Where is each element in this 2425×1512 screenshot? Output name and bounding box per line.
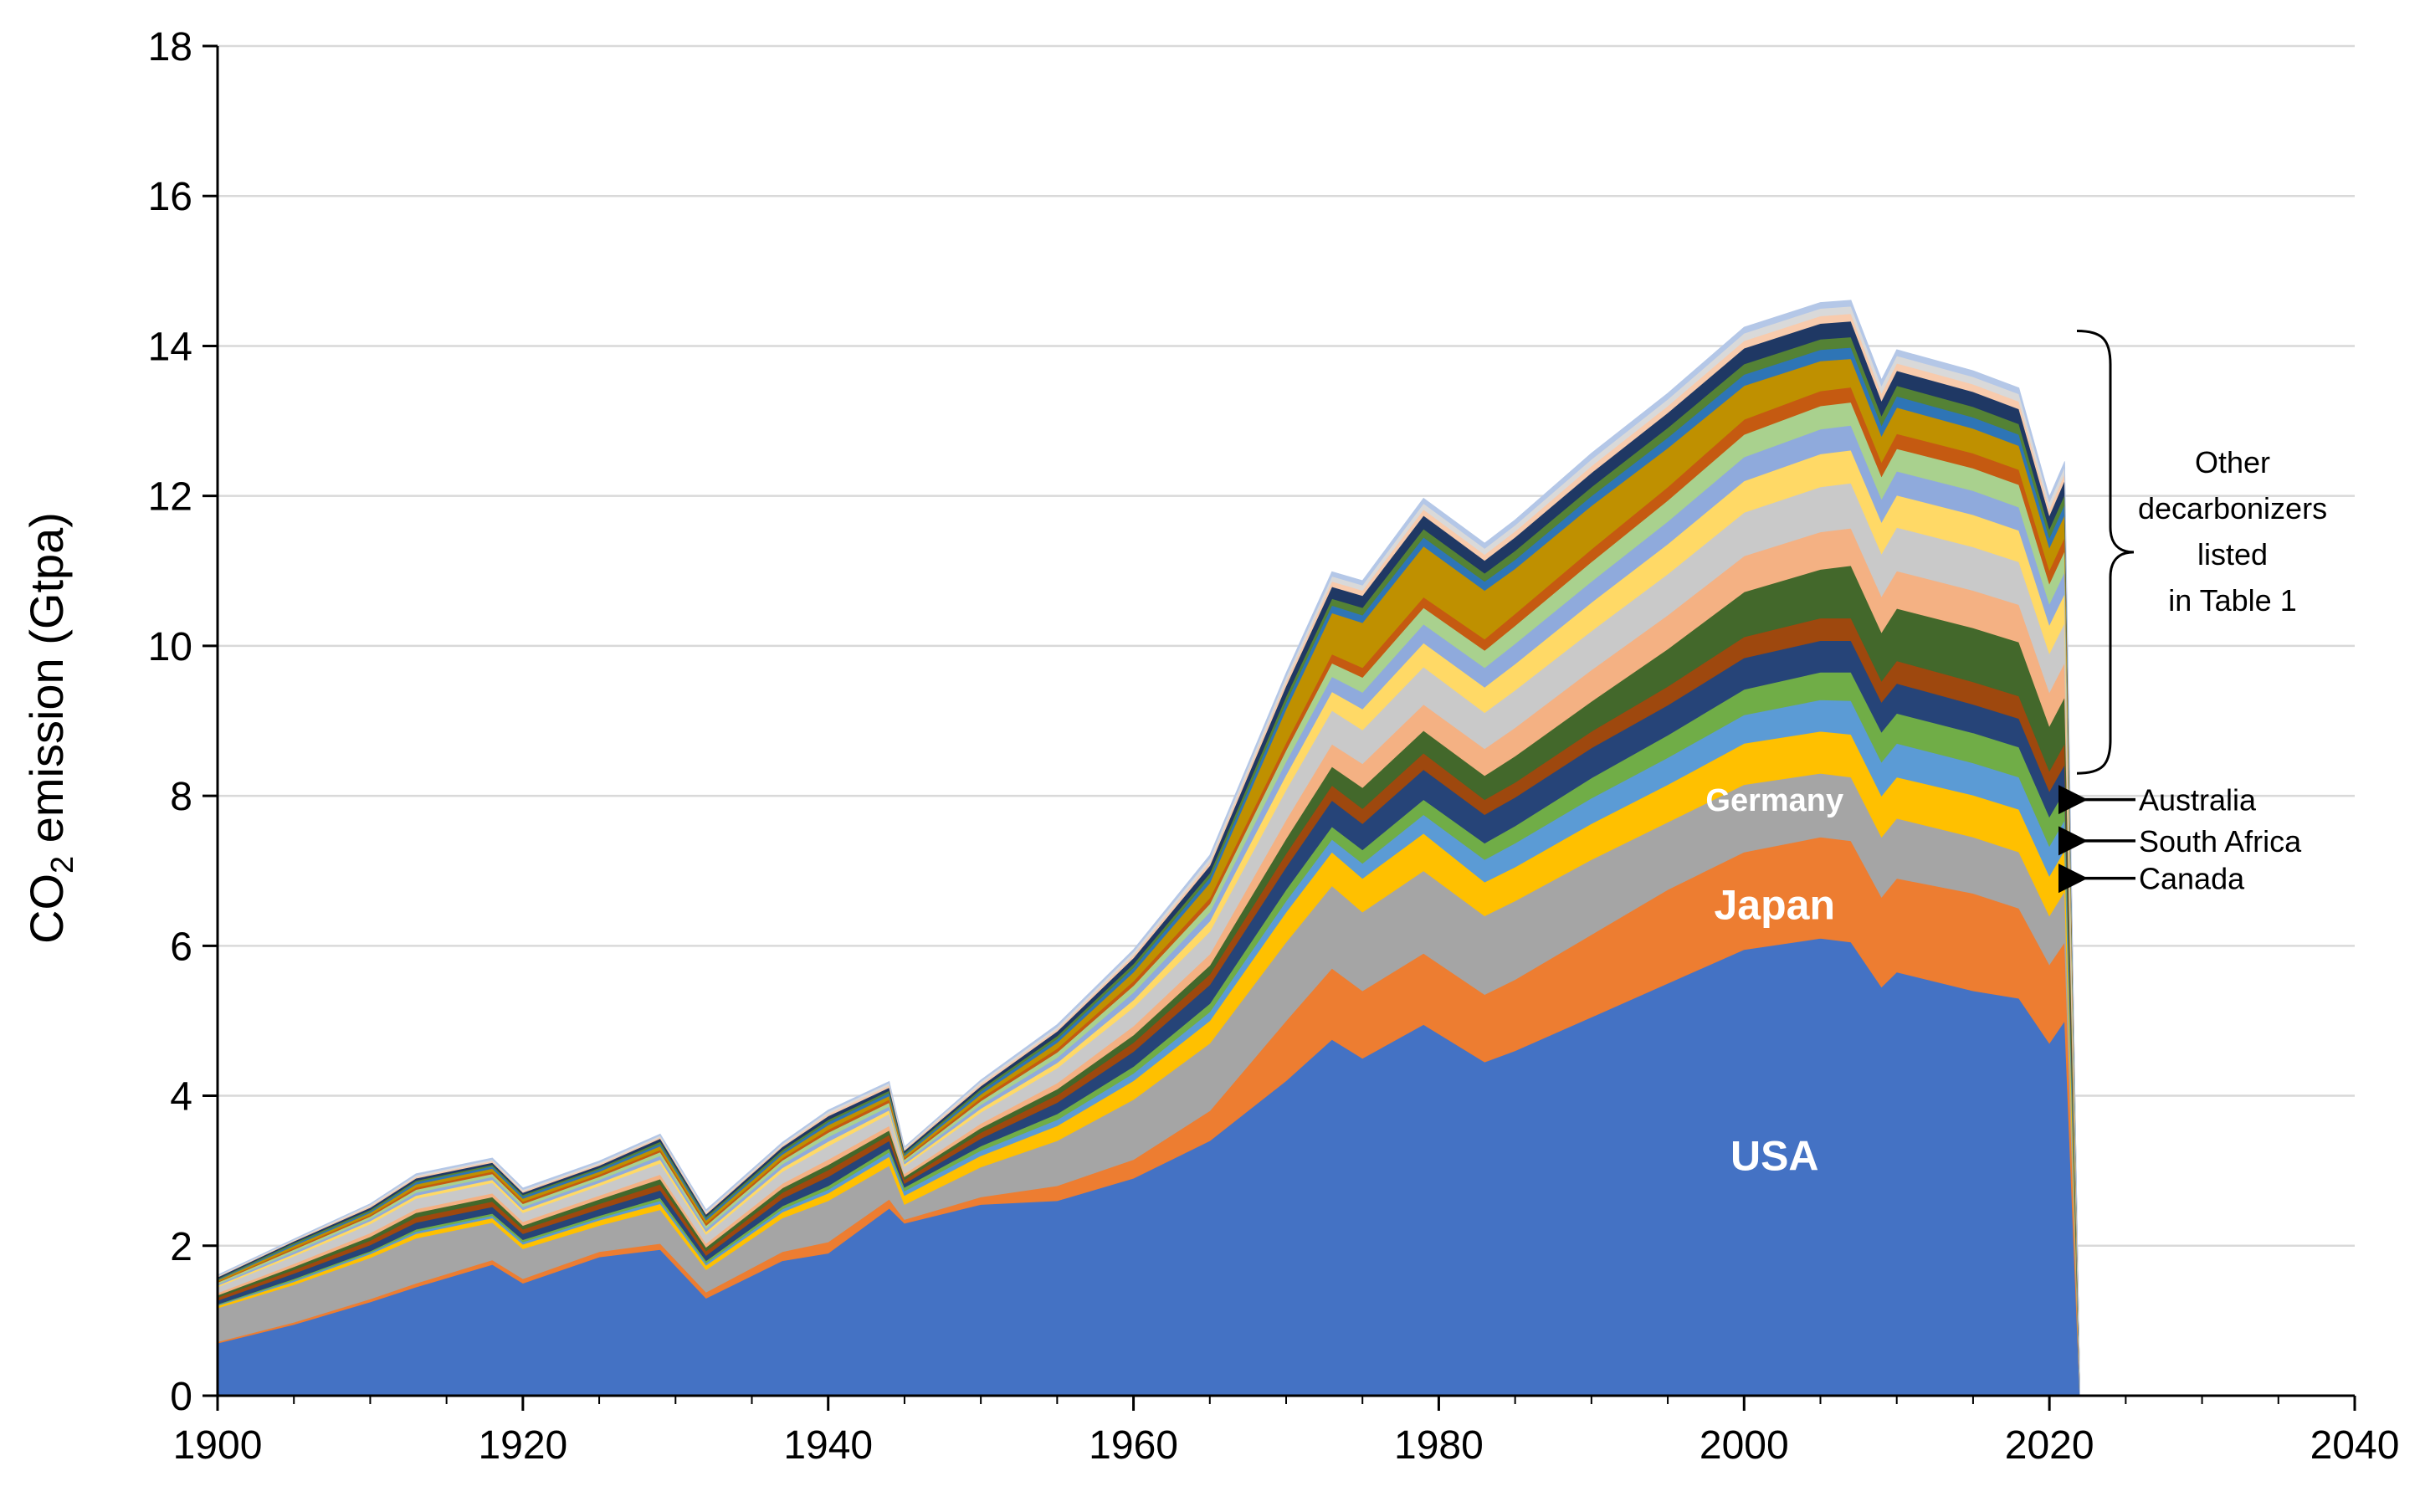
arrow-label-canada: Canada	[2139, 862, 2245, 896]
arrow-label-south-africa: South Africa	[2139, 824, 2302, 859]
y-tick-label-16: 16	[148, 175, 192, 219]
y-tick-label-6: 6	[170, 925, 192, 969]
x-tick-label-1900: 1900	[173, 1423, 263, 1468]
y-axis-ticks: 0 2 4 6 8 10 12 14 16 18	[148, 25, 218, 1419]
bracket-text-line-3: in Table 1	[2168, 583, 2296, 618]
x-tick-label-2020: 2020	[2005, 1423, 2094, 1468]
y-tick-label-10: 10	[148, 625, 192, 669]
series-data-labels: USA Japan Germany	[1705, 783, 1843, 1180]
data-label-japan: Japan	[1715, 882, 1836, 929]
data-label-germany: Germany	[1705, 783, 1843, 818]
x-tick-label-1940: 1940	[783, 1423, 873, 1468]
bracket-text-line-0: Other	[2195, 445, 2270, 479]
y-tick-label-4: 4	[170, 1075, 192, 1120]
bracket-shape	[2076, 330, 2135, 775]
data-label-usa: USA	[1730, 1133, 1819, 1180]
y-tick-label-12: 12	[148, 475, 192, 520]
area-other-16	[217, 300, 2080, 1397]
y-axis-label-rest: emission (Gtpa)	[20, 512, 73, 856]
y-tick-label-0: 0	[170, 1375, 192, 1419]
arrow-label-australia: Australia	[2139, 783, 2257, 818]
y-axis-label-main: CO	[20, 874, 73, 944]
x-tick-label-1960: 1960	[1089, 1423, 1178, 1468]
x-tick-label-2000: 2000	[1700, 1423, 1789, 1468]
other-decarbonizers-bracket: Other decarbonizers listed in Table 1	[2076, 330, 2327, 775]
x-axis-ticks: 1900 1920 1940 1960 1980 2000 2020 2040	[173, 1396, 2400, 1468]
stacked-areas	[217, 300, 2081, 1397]
y-tick-label-8: 8	[170, 775, 192, 819]
y-axis-label-subscript: 2	[45, 856, 80, 874]
bracket-text-line-1: decarbonizers	[2138, 491, 2327, 525]
x-tick-label-1980: 1980	[1394, 1423, 1484, 1468]
y-tick-label-2: 2	[170, 1225, 192, 1269]
bracket-text-line-2: listed	[2197, 537, 2268, 571]
x-tick-label-1920: 1920	[478, 1423, 567, 1468]
gridlines	[218, 44, 2355, 1248]
y-tick-label-14: 14	[148, 325, 192, 369]
x-tick-label-2040: 2040	[2310, 1423, 2400, 1468]
y-axis-label: CO2 emission (Gtpa)	[20, 512, 80, 944]
y-tick-label-18: 18	[148, 25, 192, 69]
